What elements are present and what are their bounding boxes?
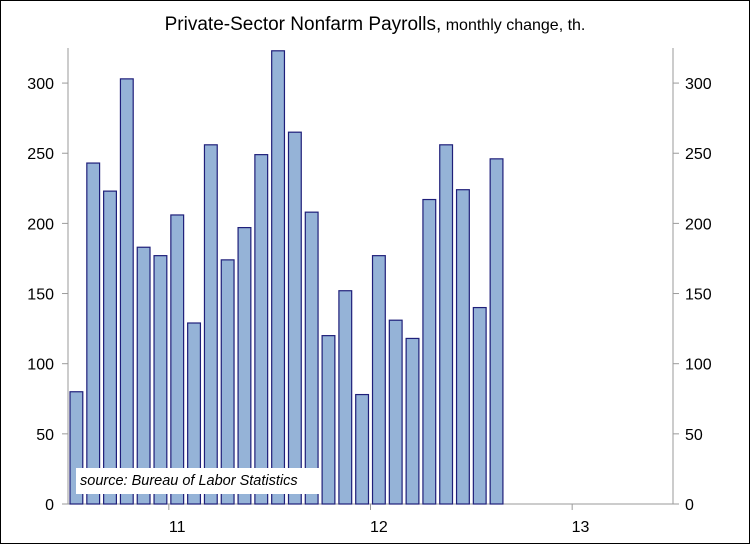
bar [203,144,218,505]
y-tick-label-right: 0 [685,497,694,514]
bar [103,190,117,505]
bar [136,246,151,505]
y-tick-label-right: 300 [685,76,712,93]
y-tick-label-left: 200 [27,216,54,233]
bar [355,393,370,505]
y-tick-label-right: 50 [685,427,703,444]
bar [237,226,252,505]
bar [86,162,101,505]
y-tick-label-right: 200 [685,216,712,233]
chart-title-sub: monthly change, th. [441,17,585,34]
bar [439,144,454,505]
bar [271,50,286,505]
chart-title-main: Private-Sector Nonfarm Payrolls, [165,14,442,35]
bar [287,131,302,505]
bar [388,319,403,505]
x-tick-label: 12 [370,519,388,536]
x-tick-label: 13 [572,519,590,536]
bar [422,198,437,505]
bar [405,337,420,505]
y-tick-label-left: 0 [45,497,54,514]
axes [62,48,679,510]
bar [119,78,134,505]
bar [338,290,353,505]
bar [170,214,185,505]
bar [455,189,470,505]
y-tick-label-right: 100 [685,357,712,374]
source-note: source: Bureau of Labor Statistics [76,468,320,494]
y-tick-label-left: 250 [27,146,54,163]
bar [472,306,487,505]
bar [304,211,319,505]
bar [489,158,504,505]
bars [69,50,504,505]
chart-title: Private-Sector Nonfarm Payrolls, monthly… [165,14,586,35]
y-tick-label-right: 250 [685,146,712,163]
bar [254,154,269,505]
bar [187,322,202,505]
bar [220,259,235,505]
y-tick-label-left: 100 [27,357,54,374]
y-axis-right-labels: 0 50 100 150 200 250 300 [685,76,712,514]
y-tick-label-left: 150 [27,287,54,304]
y-tick-label-left: 50 [36,427,54,444]
bar [371,255,386,505]
y-tick-label-right: 150 [685,287,712,304]
x-axis-labels: 11 12 13 [169,519,590,536]
y-axis-left-labels: 0 50 100 150 200 250 300 [27,76,54,514]
x-tick-label: 11 [169,519,186,536]
bar [321,335,336,505]
bar [153,255,168,505]
y-tick-label-left: 300 [27,76,54,93]
